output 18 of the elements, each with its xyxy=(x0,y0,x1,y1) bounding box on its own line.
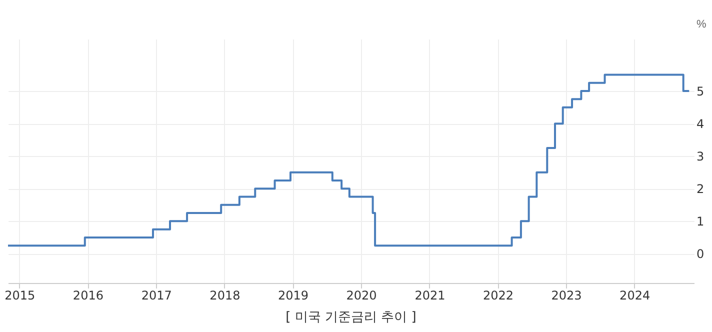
y-axis-title: % xyxy=(696,18,706,30)
x-tick-label: 2021 xyxy=(414,288,446,302)
x-tick-label: 2020 xyxy=(346,288,377,302)
y-tick-label: 5 xyxy=(696,84,704,99)
y-tick-label: 0 xyxy=(696,247,704,262)
x-tick-label: 2016 xyxy=(72,288,104,302)
x-tick-label: 2022 xyxy=(482,288,514,302)
y-tick-label: 4 xyxy=(696,117,704,132)
y-tick-label: 1 xyxy=(696,214,704,229)
x-tick-label: 2017 xyxy=(141,288,172,302)
x-tick-label: 2015 xyxy=(4,288,36,302)
y-tick-label: 2 xyxy=(696,182,704,196)
x-tick-label: 2018 xyxy=(210,288,240,302)
y-tick-label: 3 xyxy=(696,150,704,164)
x-tick-label: 2019 xyxy=(278,288,308,302)
x-tick-label: 2023 xyxy=(551,288,582,302)
text: [ 미국 기준금리 추이 ] xyxy=(286,310,416,325)
x-tick-label: 2024 xyxy=(620,288,650,302)
